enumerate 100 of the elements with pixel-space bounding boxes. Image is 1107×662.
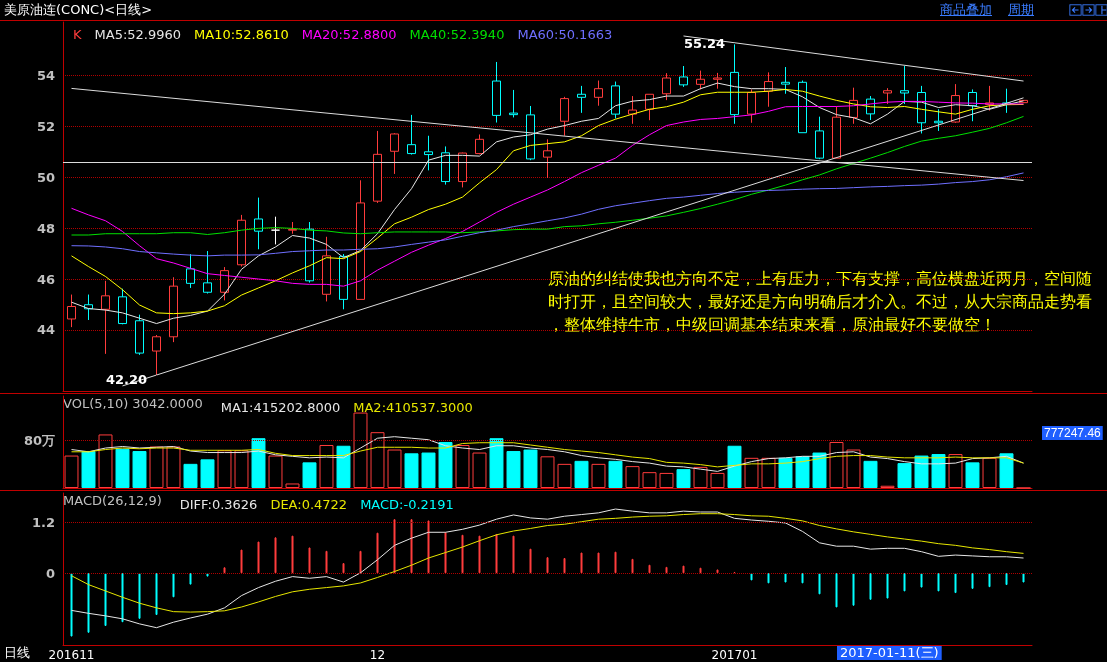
y-tick-label: 48 — [36, 220, 55, 236]
bar — [489, 438, 504, 488]
candlestick — [696, 70, 705, 90]
chart-title: MACD(26,12,9) — [63, 493, 162, 508]
candlestick — [135, 314, 144, 356]
candlestick — [611, 81, 620, 119]
text: 周期 — [1008, 1, 1034, 19]
line-series — [71, 513, 1024, 613]
bar — [540, 456, 555, 488]
annotation: 2017-01-11(三) — [840, 645, 939, 660]
series-label: MACD:-0.2191 — [360, 496, 454, 512]
bar — [999, 453, 1014, 488]
candlestick — [934, 108, 943, 132]
candlestick — [679, 65, 688, 88]
line-series — [71, 508, 1024, 629]
bar — [319, 445, 334, 488]
bar — [574, 460, 589, 488]
candlestick — [543, 138, 552, 179]
candlestick — [305, 221, 314, 284]
text: 商品叠加 — [940, 1, 992, 19]
candlestick — [815, 116, 824, 160]
bar — [251, 438, 266, 488]
candlestick — [747, 88, 756, 124]
bar — [234, 450, 249, 488]
bar — [710, 472, 725, 488]
text: DEA:0.4722 — [270, 496, 348, 512]
x-tick-label: 201611 — [48, 648, 95, 662]
bar — [115, 448, 130, 488]
candlestick — [322, 236, 331, 302]
text: DIFF:0.3626 — [179, 496, 258, 512]
text: 日线 — [4, 645, 30, 660]
candlestick — [781, 66, 790, 95]
candlestick — [118, 288, 127, 325]
bar — [336, 445, 351, 488]
y-tick-label: 0 — [45, 565, 55, 581]
candlestick — [220, 266, 229, 301]
candlestick — [509, 89, 518, 118]
candlestick — [713, 72, 722, 90]
candlestick — [101, 280, 110, 355]
bar — [761, 457, 776, 488]
candlestick — [424, 135, 433, 171]
bar — [472, 452, 487, 488]
y-tick-label: 52 — [36, 118, 55, 134]
candlestick — [594, 80, 603, 107]
bar — [914, 455, 929, 488]
line-series — [71, 172, 1024, 257]
candlestick — [254, 197, 263, 250]
bar — [506, 451, 521, 488]
y-tick-label: 54 — [36, 67, 55, 83]
bar — [642, 472, 657, 488]
bar — [183, 463, 198, 488]
bar — [625, 466, 640, 488]
bar — [659, 472, 674, 488]
candlestick — [237, 214, 246, 268]
line-series — [71, 100, 1024, 287]
bar — [353, 412, 368, 488]
text: MA60:50.1663 — [517, 26, 613, 42]
text: MA40:52.3940 — [409, 26, 505, 42]
bar — [200, 459, 215, 488]
bar — [727, 445, 742, 488]
bar — [98, 434, 113, 488]
text: MA5:52.9960 — [94, 26, 182, 42]
bar — [268, 455, 283, 488]
line-series — [71, 115, 1024, 236]
candlestick — [798, 80, 807, 134]
bar — [948, 454, 963, 488]
bar — [812, 452, 827, 488]
bar — [455, 445, 470, 488]
bar — [846, 449, 861, 488]
annotation: 42.20 — [105, 372, 147, 388]
candlestick — [373, 130, 382, 204]
text: MA20:52.8800 — [301, 26, 397, 42]
x-tick-label: 201701 — [711, 648, 758, 662]
bar — [523, 449, 538, 488]
candlestick — [152, 334, 161, 377]
y-tick-label: 1.2 — [31, 515, 55, 531]
candlestick — [271, 216, 280, 245]
candlestick — [441, 145, 450, 186]
candlestick — [475, 133, 484, 155]
bar — [693, 466, 708, 488]
text: MA1:415202.8000 — [220, 399, 341, 415]
bar — [438, 441, 453, 488]
x-tick-label: 12 — [369, 648, 386, 662]
bar — [897, 463, 912, 488]
ref-line-label: 80万 — [23, 432, 55, 448]
bar — [285, 483, 300, 488]
bar — [387, 449, 402, 488]
bar — [863, 460, 878, 488]
text: 777247.46 — [1044, 426, 1102, 440]
candlestick — [203, 250, 212, 295]
y-tick-label: 50 — [36, 169, 55, 185]
bar — [591, 463, 606, 488]
bar — [982, 457, 997, 488]
bar — [217, 450, 232, 488]
bar — [795, 456, 810, 488]
candlestick — [339, 253, 348, 310]
candlestick — [730, 43, 739, 125]
bar — [132, 451, 147, 488]
bar — [166, 446, 181, 488]
candlestick — [662, 72, 671, 101]
